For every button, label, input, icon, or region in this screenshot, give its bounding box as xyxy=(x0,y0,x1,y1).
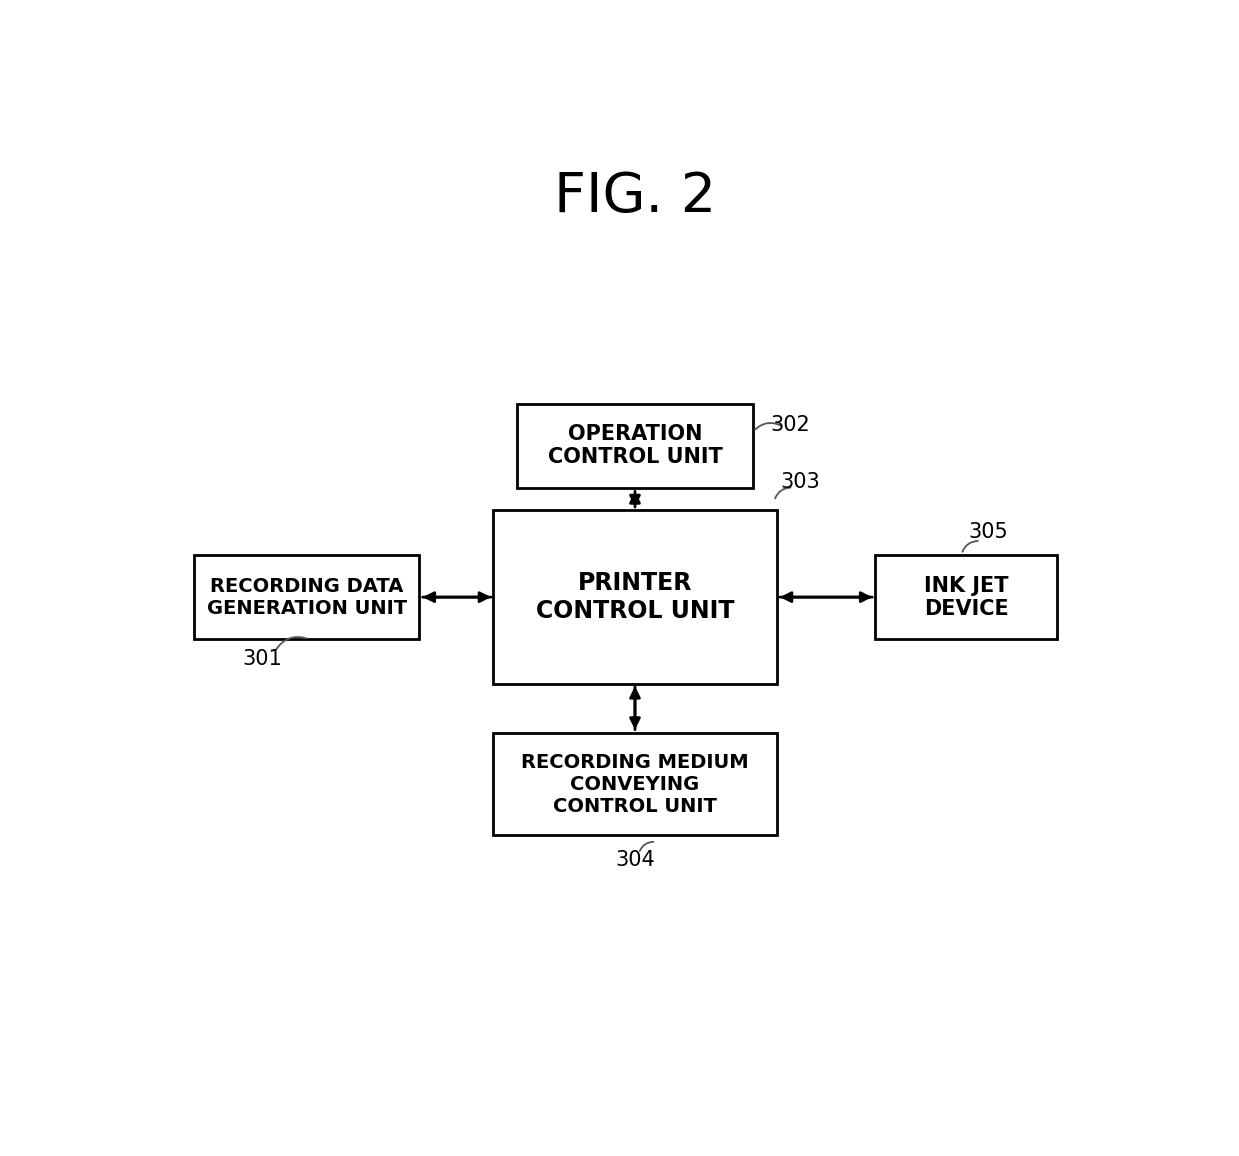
Text: PRINTER
CONTROL UNIT: PRINTER CONTROL UNIT xyxy=(535,571,735,623)
Text: 303: 303 xyxy=(781,473,820,492)
Bar xyxy=(193,555,420,639)
Bar xyxy=(518,403,752,488)
Text: 302: 302 xyxy=(771,415,810,436)
Bar xyxy=(493,733,777,836)
Bar xyxy=(493,510,777,684)
Text: 305: 305 xyxy=(969,523,1009,542)
Text: OPERATION
CONTROL UNIT: OPERATION CONTROL UNIT xyxy=(548,424,722,467)
Text: 301: 301 xyxy=(243,650,282,669)
Text: RECORDING MEDIUM
CONVEYING
CONTROL UNIT: RECORDING MEDIUM CONVEYING CONTROL UNIT xyxy=(522,753,748,815)
Text: FIG. 2: FIG. 2 xyxy=(554,170,716,224)
Text: 304: 304 xyxy=(615,850,655,869)
Text: RECORDING DATA
GENERATION UNIT: RECORDING DATA GENERATION UNIT xyxy=(207,577,406,617)
Text: INK JET
DEVICE: INK JET DEVICE xyxy=(924,576,1009,618)
Bar xyxy=(875,555,1057,639)
